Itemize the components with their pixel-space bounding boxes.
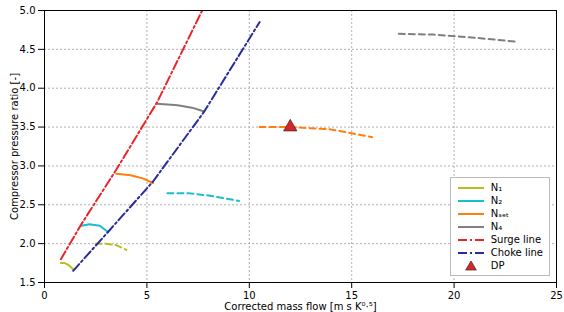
svg-text:4.5: 4.5 — [20, 44, 36, 55]
svg-text:1.5: 1.5 — [20, 277, 36, 288]
svg-text:3.0: 3.0 — [20, 160, 36, 171]
html-text:N₄: N₄ — [490, 221, 503, 232]
svg-text:20: 20 — [448, 290, 461, 301]
svg-text:0: 0 — [41, 290, 47, 301]
svg-text:15: 15 — [345, 290, 358, 301]
svg-text:Corrected mass flow [m s K⁰·⁵]: Corrected mass flow [m s K⁰·⁵] — [224, 301, 376, 312]
svg-text:10: 10 — [243, 290, 256, 301]
html-text:Nₛₑₜ: Nₛₑₜ — [490, 208, 510, 219]
svg-text:Compressor pressure ratio [-]: Compressor pressure ratio [-] — [9, 73, 20, 220]
svg-text:2.0: 2.0 — [20, 238, 36, 249]
html-text:Surge line: Surge line — [490, 234, 542, 245]
html-text:N₂: N₂ — [490, 195, 503, 206]
svg-text:4.0: 4.0 — [20, 82, 36, 93]
svg-text:3.5: 3.5 — [20, 121, 36, 132]
svg-text:25: 25 — [550, 290, 563, 301]
svg-text:2.5: 2.5 — [20, 199, 36, 210]
html-text:N₁: N₁ — [490, 182, 503, 193]
svg-text:5.0: 5.0 — [20, 5, 36, 16]
html-text:Choke line: Choke line — [490, 247, 543, 258]
html-text:DP: DP — [490, 260, 505, 271]
svg-text:5: 5 — [144, 290, 150, 301]
